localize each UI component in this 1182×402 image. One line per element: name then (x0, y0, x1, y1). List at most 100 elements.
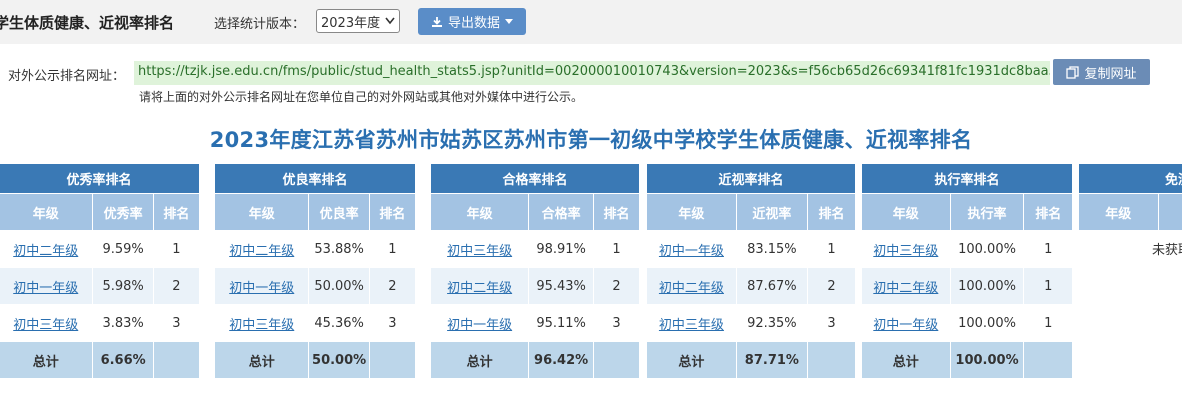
table-row: 初中二年级 87.67% 2 (646, 267, 857, 305)
grade-link[interactable]: 初中三年级 (13, 317, 79, 333)
myopia-rate-table: 近视率排名 年级 近视率 排名 初中一年级 83.15% 1 初中二年级 87.… (646, 163, 857, 379)
column-header: 合格率 (528, 193, 594, 231)
version-select-value: 2023年度 (321, 15, 381, 31)
table-row: 初中一年级 5.98% 2 (0, 267, 201, 305)
total-rate: 96.42% (528, 341, 594, 379)
table-row: 初中一年级 50.00% 2 (213, 267, 417, 305)
rank-cell: 3 (368, 304, 417, 342)
rate-cell: 45.36% (308, 304, 370, 342)
rate-cell: 50.00% (308, 267, 370, 305)
rate-cell: 5.98% (92, 267, 154, 305)
column-header: 排名 (806, 193, 857, 231)
total-label: 总计 (646, 341, 737, 379)
rank-cell: 2 (368, 267, 417, 305)
column-header: 执行率 (949, 193, 1025, 231)
version-label: 选择统计版本： (214, 17, 306, 32)
column-header: 近视率 (735, 193, 808, 231)
total-row: 总计 6.66% (0, 341, 201, 379)
table-row: 初中三年级 3.83% 3 (0, 304, 201, 342)
grade-link[interactable]: 初中二年级 (13, 243, 79, 259)
rank-cell: 3 (593, 304, 640, 342)
rate-cell: 100.00% (949, 304, 1025, 342)
page-heading: 学生体质健康、近视率排名 (0, 14, 175, 32)
table-row: 初中二年级 100.00% 1 (861, 267, 1073, 305)
empty-message: 未获取到 (1078, 230, 1182, 316)
table-row: 初中一年级 83.15% 1 (646, 230, 857, 268)
grade-link[interactable]: 初中一年级 (13, 280, 79, 296)
copy-url-label: 复制网址 (1084, 66, 1137, 82)
column-header: 优良率 (308, 193, 370, 231)
grade-link[interactable]: 初中三年级 (658, 317, 724, 333)
table-caption: 免测 (1078, 163, 1182, 194)
grade-link[interactable]: 初中三年级 (873, 243, 939, 259)
rank-cell: 2 (806, 267, 857, 305)
empty-row: 未获取到 (1078, 230, 1182, 316)
column-header: 年级 (213, 193, 310, 231)
table-caption: 执行率排名 (861, 163, 1073, 194)
export-label: 导出数据 (447, 16, 500, 31)
rate-cell: 95.11% (528, 304, 594, 342)
public-url-label: 对外公示排名网址： (8, 69, 126, 84)
grade-link[interactable]: 初中二年级 (447, 280, 513, 296)
column-header: 年级 (646, 193, 737, 231)
rank-cell: 3 (806, 304, 857, 342)
rank-cell: 3 (152, 304, 201, 342)
total-label: 总计 (861, 341, 951, 379)
table-row: 初中一年级 100.00% 1 (861, 304, 1073, 342)
caret-down-icon (505, 14, 513, 29)
rank-cell: 1 (368, 230, 417, 268)
good-rate-table: 优良率排名 年级 优良率 排名 初中二年级 53.88% 1 初中一年级 50.… (213, 163, 417, 379)
grade-link[interactable]: 初中二年级 (658, 280, 724, 296)
table-caption: 合格率排名 (430, 163, 640, 194)
total-rate: 50.00% (308, 341, 370, 379)
table-row: 初中二年级 9.59% 1 (0, 230, 201, 268)
exemption-table: 免测 年级 未获取到 (1078, 163, 1182, 316)
total-rate: 87.71% (735, 341, 808, 379)
chevron-down-icon (385, 12, 395, 27)
rank-cell: 1 (152, 230, 201, 268)
grade-link[interactable]: 初中一年级 (873, 317, 939, 333)
total-label: 总计 (429, 341, 530, 379)
main-title: 2023年度江苏省苏州市姑苏区苏州市第一初级中学校学生体质健康、近视率排名 (209, 128, 973, 152)
total-label: 总计 (0, 341, 94, 379)
rank-cell: 1 (593, 230, 640, 268)
rank-cell: 2 (593, 267, 640, 305)
rate-cell: 95.43% (528, 267, 594, 305)
grade-link[interactable]: 初中一年级 (447, 317, 513, 333)
rate-cell: 83.15% (735, 230, 808, 268)
column-header: 排名 (368, 193, 417, 231)
table-row: 初中二年级 53.88% 1 (213, 230, 417, 268)
grade-link[interactable]: 初中二年级 (873, 280, 939, 296)
table-row: 初中三年级 45.36% 3 (213, 304, 417, 342)
rank-cell: 2 (152, 267, 201, 305)
copy-url-button[interactable]: 复制网址 (1053, 59, 1150, 85)
export-data-button[interactable]: 导出数据 (418, 8, 526, 35)
rate-cell: 9.59% (92, 230, 154, 268)
total-row: 总计 100.00% (861, 341, 1073, 379)
grade-link[interactable]: 初中一年级 (658, 243, 724, 259)
rate-cell: 98.91% (528, 230, 594, 268)
total-rate: 100.00% (949, 341, 1025, 379)
excellent-rate-table: 优秀率排名 年级 优秀率 排名 初中二年级 9.59% 1 初中一年级 5.98… (0, 163, 201, 379)
grade-link[interactable]: 初中三年级 (229, 317, 295, 333)
grade-link[interactable]: 初中二年级 (229, 243, 295, 259)
copy-icon (1066, 65, 1080, 80)
top-toolbar: 学生体质健康、近视率排名 选择统计版本： 2023年度 导出数据 (0, 0, 1182, 44)
rate-cell: 53.88% (308, 230, 370, 268)
grade-link[interactable]: 初中一年级 (229, 280, 295, 296)
public-url-field[interactable]: https://tzjk.jse.edu.cn/fms/public/stud_… (134, 61, 1050, 85)
rank-cell: 1 (1023, 230, 1073, 268)
grade-link[interactable]: 初中三年级 (447, 243, 513, 259)
table-caption: 优良率排名 (214, 163, 416, 194)
execution-rate-table: 执行率排名 年级 执行率 排名 初中三年级 100.00% 1 初中二年级 10… (861, 163, 1073, 379)
rate-cell: 100.00% (949, 267, 1025, 305)
column-header: 年级 (0, 193, 94, 231)
column-header: 排名 (1023, 193, 1073, 231)
download-icon (431, 14, 443, 29)
table-row: 初中二年级 95.43% 2 (429, 267, 640, 305)
column-header: 年级 (861, 193, 951, 231)
total-row: 总计 50.00% (213, 341, 417, 379)
version-select[interactable]: 2023年度 (316, 9, 400, 33)
total-row: 总计 96.42% (429, 341, 640, 379)
table-row: 初中一年级 95.11% 3 (429, 304, 640, 342)
